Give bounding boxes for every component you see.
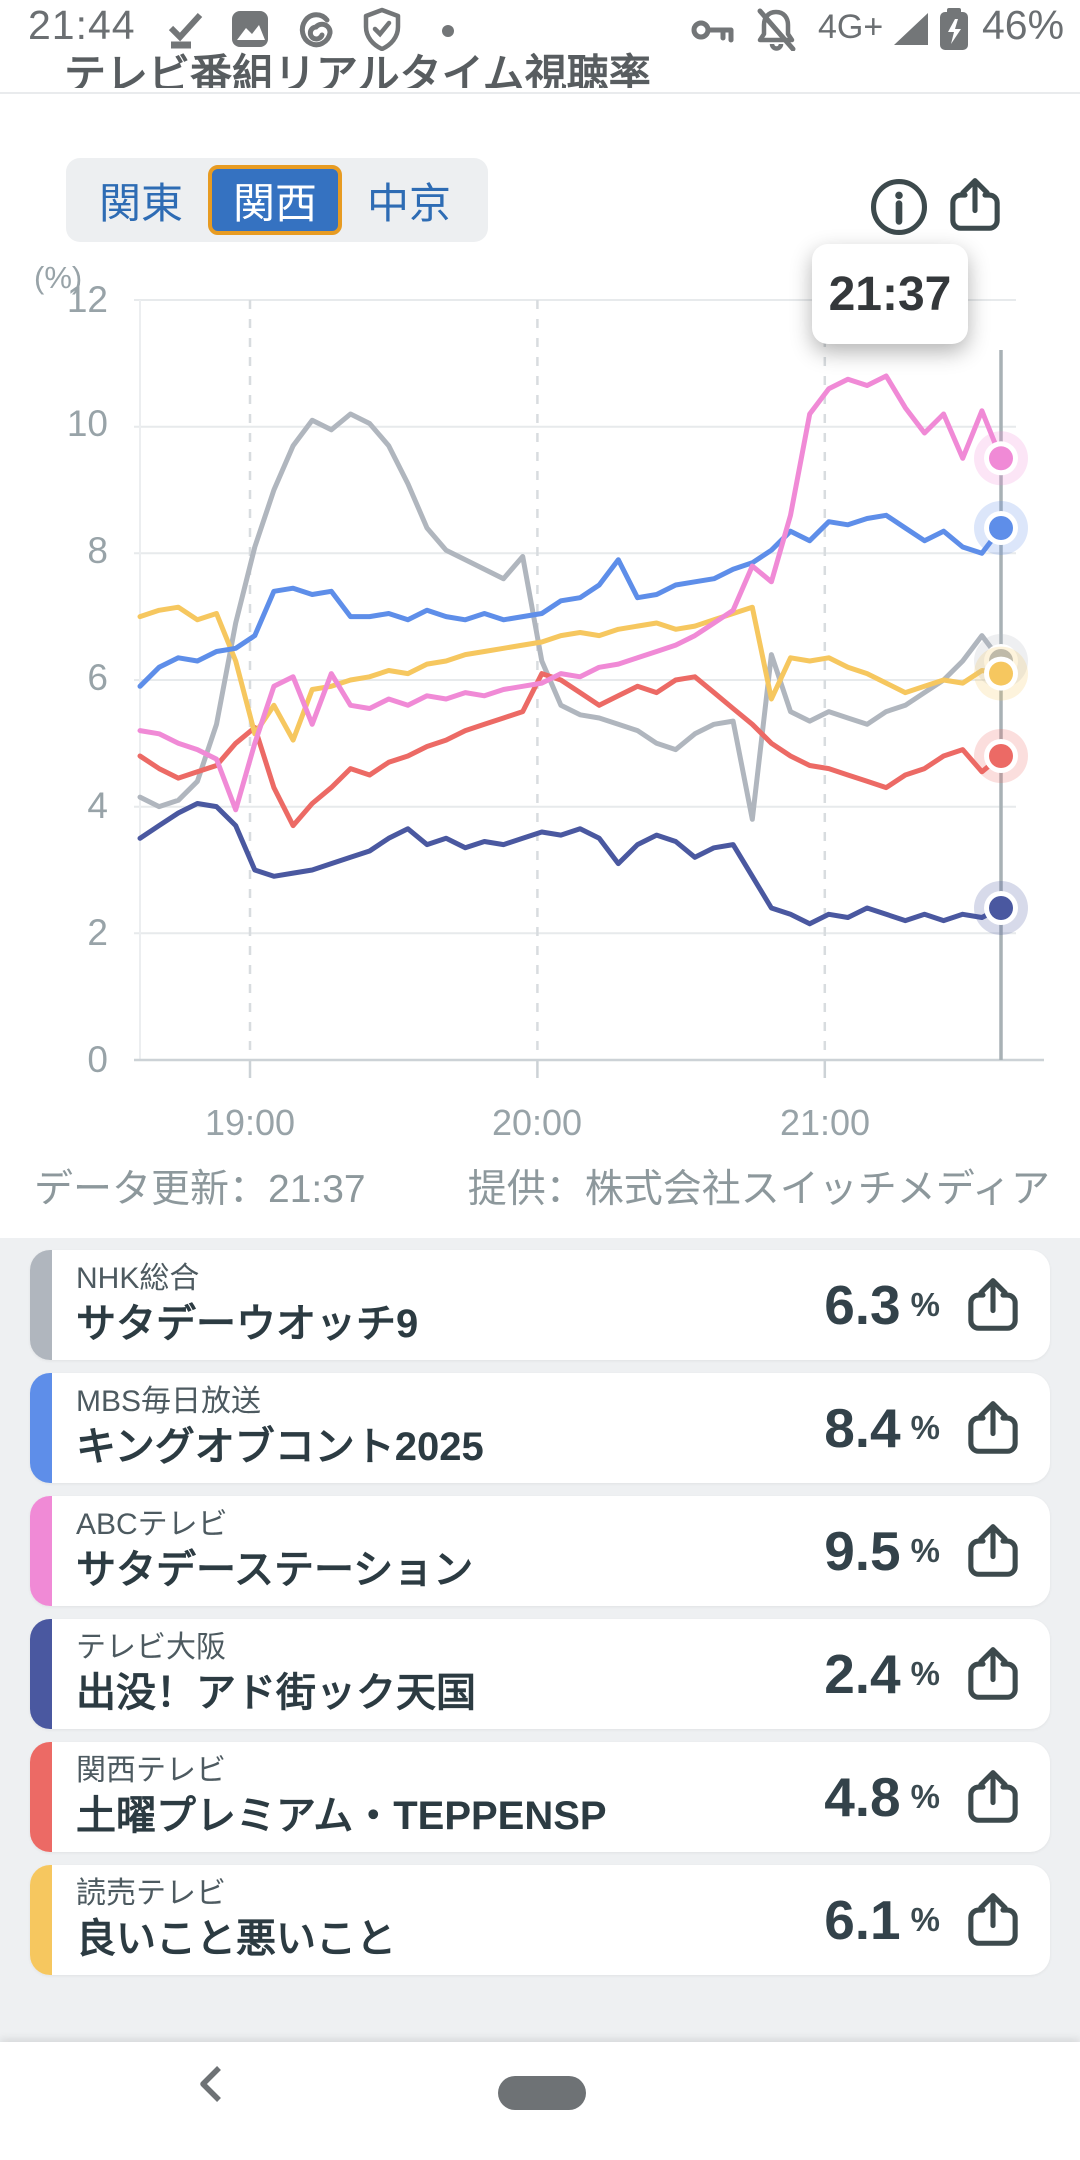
series-color-bar (30, 1250, 52, 1360)
series-line-ktv (137, 671, 1004, 829)
shield-check-icon (363, 7, 401, 51)
y-axis-unit-label: (%) (34, 260, 83, 295)
check-icon (168, 12, 203, 49)
share-icon[interactable] (962, 1274, 1024, 1336)
share-icon[interactable] (962, 1766, 1024, 1828)
series-end-dots (974, 431, 1028, 935)
program-title: キングオブコント2025 (76, 1425, 484, 1469)
clock: 21:44 (28, 2, 136, 48)
notification-dot (442, 25, 454, 37)
series-line-mbs (137, 512, 1004, 689)
end-dot-tvo (974, 881, 1028, 935)
data-updated-label: データ更新：21:37 (34, 1168, 366, 1211)
share-icon[interactable] (962, 1643, 1024, 1705)
program-row-tvo[interactable]: テレビ大阪 出没！アド街ック天国 2.4 % (30, 1619, 1050, 1729)
y-tick-4: 4 (87, 785, 108, 826)
x-tick-20: 20:00 (491, 1102, 583, 1143)
y-tick-10: 10 (66, 403, 108, 444)
rating-value: 9.5 (824, 1520, 901, 1582)
y-tick-6: 6 (87, 657, 108, 698)
y-tick-0: 0 (87, 1039, 108, 1080)
battery-percent: 46% (982, 2, 1065, 48)
series-color-bar (30, 1865, 52, 1975)
end-dot-ktv (974, 729, 1028, 783)
page-title: テレビ番組リアルタイム視聴率 (64, 51, 651, 88)
series-color-bar (30, 1742, 52, 1852)
region-tab-group: 関東 関西 中京 (66, 158, 488, 242)
y-tick-12: 12 (66, 279, 108, 320)
station-name: テレビ大阪 (76, 1631, 226, 1664)
navigation-bar (0, 2042, 1080, 2160)
program-row-nhk[interactable]: NHK総合 サタデーウオッチ9 6.3 % (30, 1250, 1050, 1360)
program-title: サタデーステーション (76, 1548, 474, 1592)
tab-chukyo[interactable]: 中京 (366, 179, 451, 227)
x-tick-19: 19:00 (204, 1102, 296, 1143)
threads-icon (299, 12, 333, 48)
cursor-time-tooltip: 21:37 (812, 244, 968, 344)
ratings-line-chart[interactable] (0, 260, 1080, 1140)
program-title: 良いこと悪いこと (76, 1917, 396, 1961)
share-icon[interactable] (962, 1520, 1024, 1582)
series-color-bar (30, 1496, 52, 1606)
station-name: ABCテレビ (76, 1508, 228, 1541)
program-row-abc[interactable]: ABCテレビ サタデーステーション 9.5 % (30, 1496, 1050, 1606)
series-line-tvo (137, 801, 1004, 927)
station-name: 読売テレビ (76, 1877, 226, 1910)
tab-kansai[interactable]: 関西 (208, 165, 342, 235)
series-color-bar (30, 1619, 52, 1729)
photos-icon (232, 11, 268, 47)
y-tick-8: 8 (87, 530, 108, 571)
program-title: 土曜プレミアム・TEPPENSP (76, 1794, 607, 1838)
program-title: 出没！アド街ック天国 (76, 1671, 476, 1715)
key-icon (691, 20, 734, 43)
end-dot-abc (974, 431, 1028, 486)
rating-value: 2.4 (824, 1643, 901, 1705)
series-lines (137, 373, 1004, 927)
rating-value: 6.1 (824, 1889, 901, 1951)
x-tick-21: 21:00 (779, 1102, 871, 1143)
back-icon[interactable] (188, 2060, 236, 2108)
station-name: NHK総合 (76, 1262, 200, 1295)
share-icon[interactable] (962, 1397, 1024, 1459)
rating-value: 6.3 (824, 1274, 901, 1336)
program-row-ytv[interactable]: 読売テレビ 良いこと悪いこと 6.1 % (30, 1865, 1050, 1975)
end-dot-mbs (974, 501, 1028, 555)
rating-value: 4.8 (824, 1766, 901, 1828)
rating-unit: % (910, 1409, 940, 1446)
program-title: サタデーウオッチ9 (76, 1302, 419, 1346)
rating-unit: % (910, 1901, 940, 1938)
series-color-bar (30, 1373, 52, 1483)
rating-unit: % (910, 1778, 940, 1815)
tab-kanto[interactable]: 関東 (98, 179, 183, 227)
signal-icon (894, 13, 928, 45)
y-tick-2: 2 (87, 912, 108, 953)
rating-unit: % (910, 1532, 940, 1569)
end-dot-ytv (974, 646, 1028, 701)
rating-unit: % (910, 1655, 940, 1692)
series-line-abc (137, 373, 1004, 813)
share-icon[interactable] (962, 1889, 1024, 1951)
series-line-ytv (137, 604, 1004, 743)
program-row-ktv[interactable]: 関西テレビ 土曜プレミアム・TEPPENSP 4.8 % (30, 1742, 1050, 1852)
provider-label: 提供：株式会社スイッチメディア (467, 1168, 1050, 1211)
station-name: MBS毎日放送 (76, 1385, 262, 1418)
status-bar: 21:44 4G+ (0, 0, 1080, 52)
home-gesture-pill[interactable] (498, 2076, 586, 2110)
rating-unit: % (910, 1286, 940, 1323)
share-icon[interactable] (944, 174, 1006, 236)
info-icon[interactable] (868, 176, 930, 238)
rating-value: 8.4 (824, 1397, 901, 1459)
bell-off-icon (757, 8, 796, 51)
divider (0, 92, 1080, 94)
series-line-nhk (137, 411, 1004, 822)
network-type: 4G+ (818, 8, 884, 46)
station-name: 関西テレビ (76, 1754, 226, 1787)
battery-charging-icon (940, 8, 968, 50)
program-row-mbs[interactable]: MBS毎日放送 キングオブコント2025 8.4 % (30, 1373, 1050, 1483)
